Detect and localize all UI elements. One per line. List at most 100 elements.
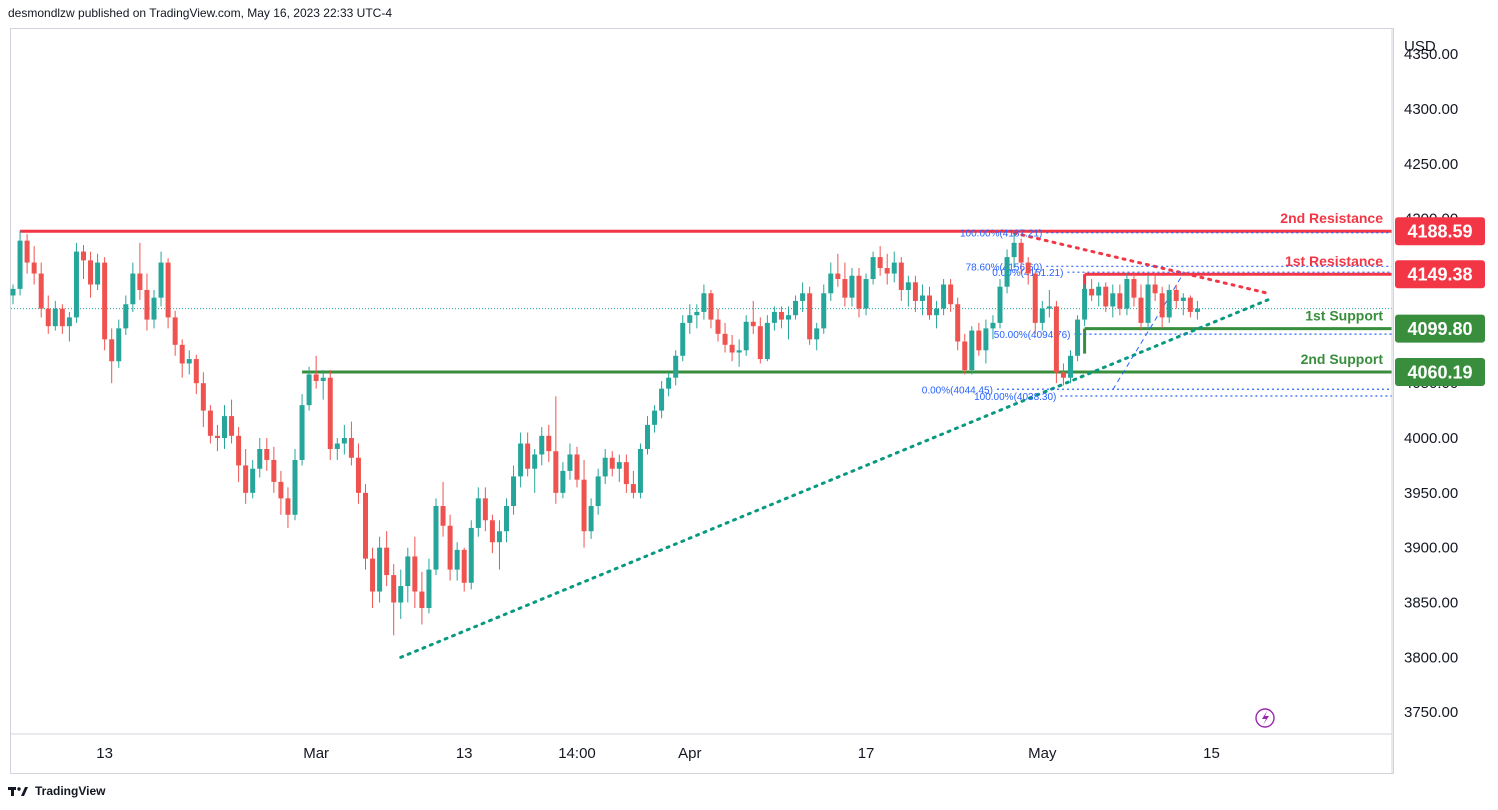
candle[interactable] [412,536,418,608]
candle[interactable] [877,246,883,276]
candle[interactable] [1018,238,1024,274]
candle[interactable] [1138,284,1144,331]
candle[interactable] [701,284,707,320]
candle[interactable] [370,547,376,608]
candle[interactable] [1082,284,1088,327]
candle[interactable] [729,334,735,362]
chart-pane[interactable] [10,28,1394,774]
candle[interactable] [623,454,629,493]
candle[interactable] [158,251,164,307]
candle[interactable] [743,315,749,356]
candle[interactable] [778,306,784,329]
candle[interactable] [898,257,904,301]
candle[interactable] [1117,284,1123,316]
candle[interactable] [1039,300,1045,331]
candle[interactable] [66,311,72,342]
candle[interactable] [722,322,728,353]
candle[interactable] [934,300,940,329]
candle[interactable] [285,487,291,528]
candle[interactable] [489,514,495,554]
candle[interactable] [814,322,820,351]
candle[interactable] [1025,257,1031,285]
candle[interactable] [835,253,841,287]
candle[interactable] [511,465,517,515]
candle[interactable] [969,326,975,375]
candle[interactable] [299,394,305,466]
resistance-trendline[interactable] [1012,231,1270,295]
candle[interactable] [1053,300,1059,384]
candle[interactable] [645,416,650,455]
candle[interactable] [405,547,411,603]
candle[interactable] [257,438,263,478]
candle[interactable] [59,304,65,334]
candle[interactable] [842,262,848,307]
candle[interactable] [200,372,206,428]
candle[interactable] [912,275,918,312]
candle[interactable] [151,289,157,329]
candle[interactable] [426,558,432,614]
candle[interactable] [1089,279,1095,301]
candle[interactable] [694,304,700,329]
lightning-icon[interactable] [1255,708,1275,728]
candle[interactable] [1060,363,1066,386]
candle[interactable] [771,306,777,331]
candle[interactable] [73,242,79,323]
candle[interactable] [250,459,256,499]
candle[interactable] [715,308,721,342]
candle[interactable] [532,448,538,493]
candle[interactable] [553,396,559,504]
candle[interactable] [229,399,235,444]
candle[interactable] [1145,275,1151,329]
candle[interactable] [31,246,37,285]
candle[interactable] [962,333,968,375]
candle[interactable] [1011,232,1017,269]
candle[interactable] [24,234,30,274]
candle[interactable] [398,569,404,619]
candle[interactable] [10,284,16,305]
candle[interactable] [1124,273,1130,316]
candle[interactable] [800,282,806,312]
candle[interactable] [1166,284,1172,323]
candle[interactable] [637,443,643,499]
candle[interactable] [539,427,545,466]
candle[interactable] [504,498,509,543]
candle[interactable] [468,520,474,590]
candle[interactable] [525,432,531,477]
candle[interactable] [764,315,770,362]
candle[interactable] [109,328,115,384]
candle[interactable] [433,498,439,576]
candle[interactable] [334,438,340,460]
fib-trend-line[interactable] [1112,273,1184,391]
candle[interactable] [630,470,636,499]
candle[interactable] [1103,282,1109,312]
candle[interactable] [88,251,94,298]
candle[interactable] [313,355,319,389]
candle[interactable] [165,258,171,329]
candle[interactable] [863,273,869,316]
candle[interactable] [355,443,361,504]
candle[interactable] [919,284,925,316]
candle[interactable] [870,251,876,285]
candle[interactable] [1159,286,1165,329]
candle[interactable] [179,339,185,378]
candle[interactable] [292,448,298,521]
candle[interactable] [750,300,756,334]
candle[interactable] [278,470,284,515]
candle[interactable] [1032,271,1038,334]
candle[interactable] [137,242,143,300]
candle[interactable] [461,547,467,592]
candle[interactable] [546,424,552,463]
candle[interactable] [828,262,834,301]
price-chart[interactable]: 2nd Resistance 1st Resistance 1st Support 2… [0,0,1498,780]
candle[interactable] [123,295,129,335]
candle[interactable] [983,319,989,364]
candle[interactable] [1046,289,1052,318]
candle[interactable] [496,520,502,570]
candle[interactable] [214,424,220,452]
candle[interactable] [948,279,954,312]
candle[interactable] [616,454,622,482]
candle[interactable] [130,262,136,312]
candle[interactable] [1152,273,1158,301]
candle[interactable] [997,279,1003,329]
candle[interactable] [581,459,587,548]
